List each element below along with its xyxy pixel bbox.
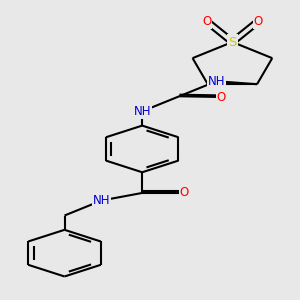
Text: O: O [179, 187, 189, 200]
Text: O: O [202, 15, 212, 28]
Text: O: O [254, 15, 263, 28]
Text: S: S [228, 35, 237, 49]
Text: NH: NH [208, 75, 225, 88]
Text: NH: NH [134, 105, 151, 118]
Text: NH: NH [93, 194, 110, 207]
Text: O: O [217, 91, 226, 103]
